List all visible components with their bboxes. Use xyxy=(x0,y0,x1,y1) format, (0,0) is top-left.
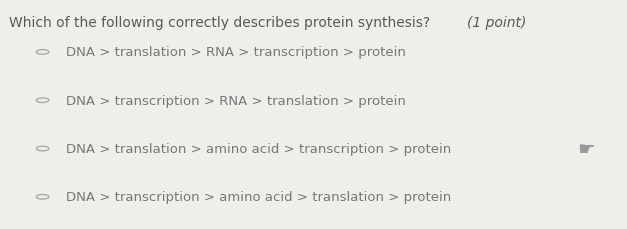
Text: DNA > translation > RNA > transcription > protein: DNA > translation > RNA > transcription … xyxy=(66,46,406,59)
Text: DNA > translation > amino acid > transcription > protein: DNA > translation > amino acid > transcr… xyxy=(66,142,451,155)
Text: (1 point): (1 point) xyxy=(467,16,527,30)
Text: DNA > transcription > amino acid > translation > protein: DNA > transcription > amino acid > trans… xyxy=(66,191,451,203)
Text: ☛: ☛ xyxy=(577,139,595,158)
Text: DNA > transcription > RNA > translation > protein: DNA > transcription > RNA > translation … xyxy=(66,94,406,107)
Text: Which of the following correctly describes protein synthesis?: Which of the following correctly describ… xyxy=(9,16,440,30)
